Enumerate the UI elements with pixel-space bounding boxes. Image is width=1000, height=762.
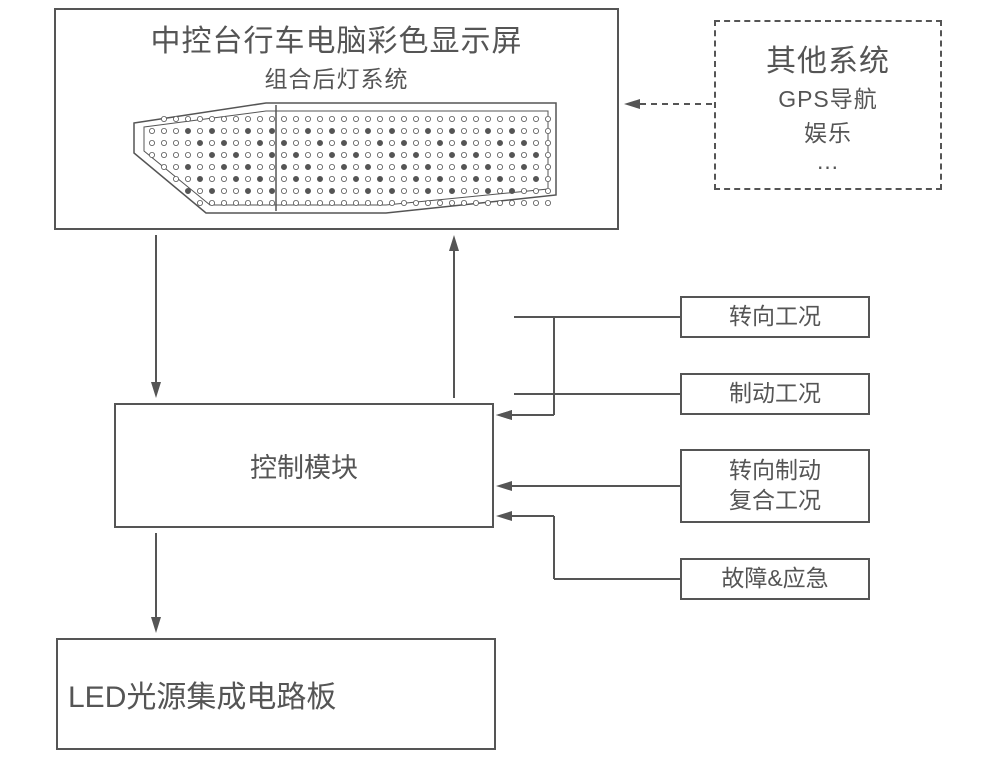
arrows-layer <box>0 0 1000 762</box>
diagram-canvas: 中控台行车电脑彩色显示屏 组合后灯系统 其他系统 GPS导航 娱乐 … 控制模块… <box>0 0 1000 762</box>
